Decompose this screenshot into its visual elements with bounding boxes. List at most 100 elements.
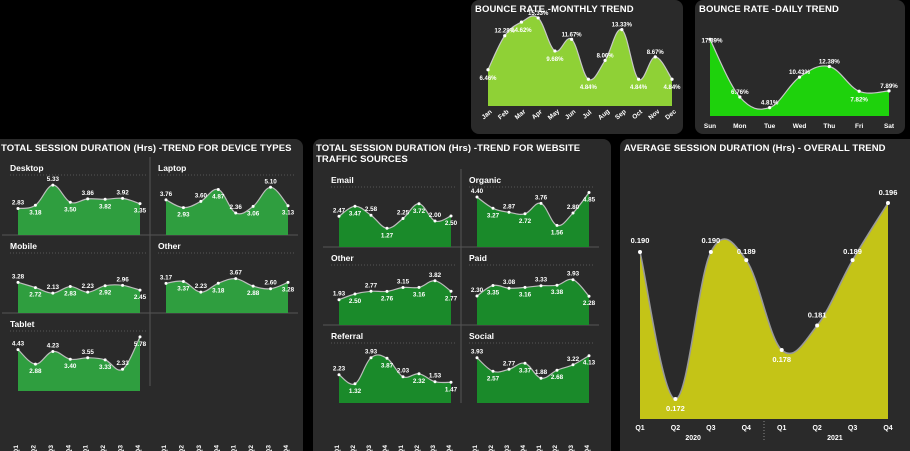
x-tick-label: Q4 (883, 425, 892, 432)
data-point (103, 197, 107, 201)
data-point (555, 368, 559, 372)
data-point (121, 283, 125, 287)
area-fill (477, 192, 589, 247)
data-label: 7.82% (850, 96, 868, 103)
data-label: 2.77 (445, 295, 458, 302)
data-point (539, 201, 543, 205)
data-label: 3.82 (429, 272, 442, 279)
x-tick-label: 2020 Q4 (213, 445, 220, 451)
x-tick-label: 2021 Q2 (552, 445, 559, 451)
data-point (353, 204, 357, 208)
data-point (571, 278, 575, 282)
data-label: 12.38% (819, 59, 840, 66)
data-point (827, 64, 831, 69)
data-label: 3.18 (29, 209, 42, 216)
x-tick-label: Jun (564, 108, 577, 121)
data-label: 10.43% (789, 69, 810, 76)
data-label: 2.58 (365, 206, 378, 213)
data-label: 3.33 (535, 277, 548, 284)
overall-panel: AVERAGE SESSION DURATION (Hrs) - OVERALL… (620, 139, 910, 451)
data-point (138, 288, 142, 292)
x-tick-label: Nov (647, 108, 661, 122)
data-label: 2.88 (247, 290, 260, 297)
data-point (603, 58, 607, 63)
series-line (17, 184, 141, 210)
data-label: 2.03 (397, 368, 410, 375)
data-label: 14.62% (511, 28, 532, 34)
x-tick-label: 2020 Q4 (382, 445, 389, 451)
data-point (138, 335, 142, 339)
data-label: 3.38 (551, 289, 564, 296)
data-label: 2.28 (583, 300, 596, 307)
data-point (417, 285, 421, 289)
data-point (673, 397, 678, 401)
series-name: Laptop (158, 163, 186, 173)
data-point (815, 323, 820, 328)
data-label: 3.08 (503, 279, 516, 286)
data-label: 3.15 (397, 279, 410, 286)
data-point (234, 211, 238, 215)
x-tick-label: 2020 Q3 (504, 445, 511, 451)
x-tick-label: Thu (823, 123, 835, 130)
data-point (571, 363, 575, 367)
data-point (181, 206, 185, 210)
data-label: 2.68 (551, 374, 564, 381)
data-label: 2.88 (29, 368, 42, 375)
data-label: 4.81% (761, 100, 779, 107)
data-point (738, 95, 742, 99)
data-point (886, 201, 890, 205)
area-fill (339, 354, 451, 403)
data-label: 3.87 (381, 362, 394, 369)
data-label: 3.47 (349, 210, 362, 217)
data-point (433, 279, 437, 283)
data-label: 7.89% (880, 83, 898, 90)
data-point (234, 277, 238, 281)
x-tick-label: 2020 Q1 (334, 445, 341, 451)
x-tick-label: Q3 (706, 425, 715, 432)
data-label: 2.36 (230, 204, 243, 211)
series-name: Other (331, 253, 354, 263)
data-point (857, 89, 861, 93)
x-tick-label: 2020 Q2 (178, 445, 185, 451)
data-point (491, 369, 495, 373)
data-label: 13.33% (612, 23, 633, 29)
data-label: 3.72 (413, 208, 426, 215)
data-label: 2.33 (116, 360, 129, 367)
data-point (103, 358, 107, 362)
data-point (503, 34, 507, 38)
data-point (337, 214, 341, 218)
x-tick-label: 2021 Q2 (414, 445, 421, 451)
data-point (164, 281, 168, 285)
area-fill (477, 355, 589, 403)
x-tick-label: 2021 Q2 (100, 445, 107, 451)
data-point (449, 214, 453, 218)
data-label: 2.32 (413, 378, 426, 385)
data-point (369, 289, 373, 293)
data-point (797, 75, 802, 79)
x-tick-label: 2020 Q4 (65, 445, 72, 451)
data-label: 17.39% (702, 37, 723, 44)
data-point (417, 372, 421, 376)
chart-title: TOTAL SESSION DURATION (Hrs) -TREND FOR … (1, 143, 292, 154)
data-point (708, 37, 712, 41)
x-tick-label: Mar (514, 108, 528, 121)
data-point (369, 213, 373, 217)
data-label: 2.30 (471, 287, 484, 294)
data-label: 5.33 (47, 176, 60, 183)
data-label: 8.67% (647, 50, 665, 56)
data-label: 3.67 (230, 270, 243, 277)
data-point (523, 361, 527, 365)
data-label: 3.92 (116, 189, 129, 196)
data-point (507, 286, 511, 290)
data-point (417, 202, 421, 206)
data-label: 3.27 (487, 212, 500, 219)
data-point (744, 258, 749, 263)
data-point (199, 290, 203, 294)
data-point (33, 286, 37, 290)
data-label: 4.87 (212, 193, 225, 200)
data-label: 3.28 (12, 273, 25, 280)
data-label: 11.67% (562, 32, 583, 38)
data-point (507, 210, 511, 214)
series-name: Other (158, 241, 181, 251)
data-point (507, 367, 511, 371)
